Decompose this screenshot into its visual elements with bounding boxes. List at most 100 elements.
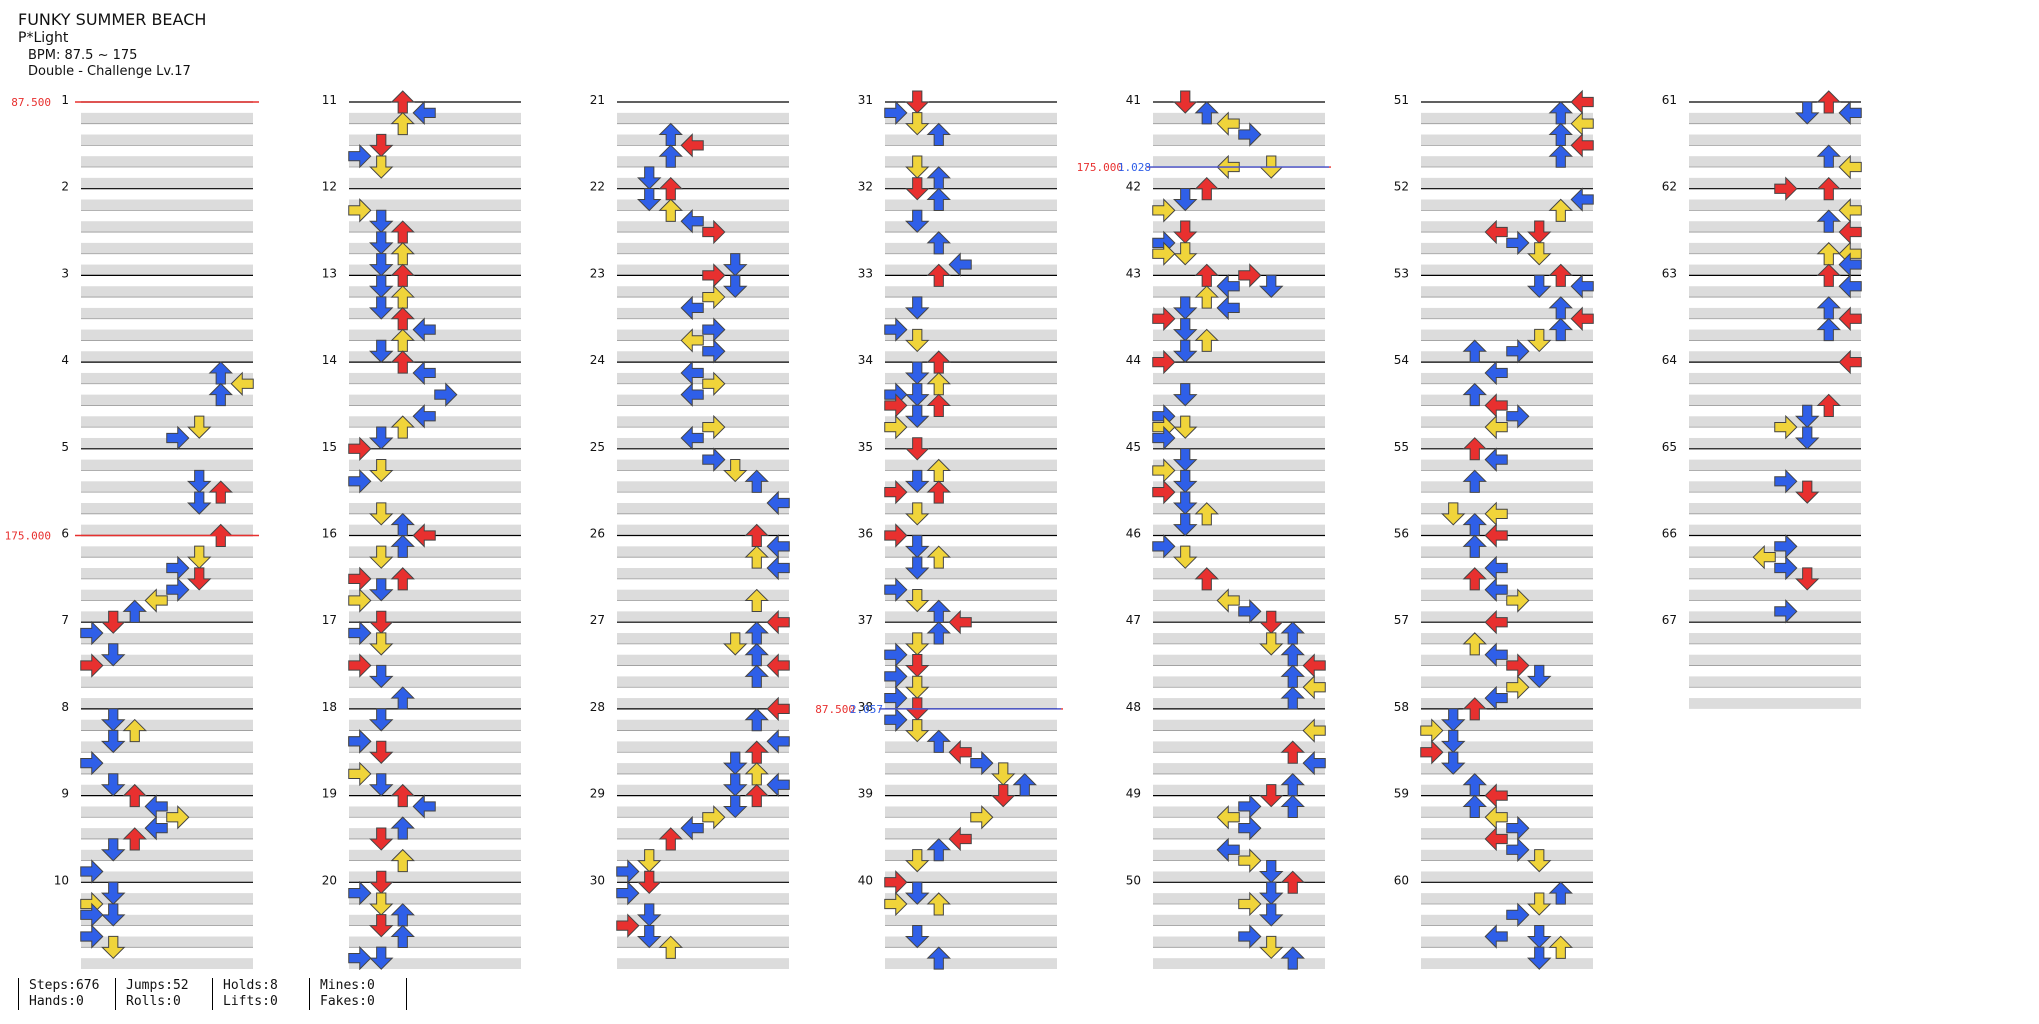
step-arrow: [1816, 144, 1841, 168]
step-arrow: [101, 881, 126, 905]
grid-band: [1153, 199, 1325, 211]
measure-number: 30: [590, 873, 605, 887]
step-arrow: [744, 469, 769, 493]
step-arrow: [1259, 274, 1284, 298]
grid-band: [1421, 871, 1593, 883]
song-title: FUNKY SUMMER BEACH: [18, 10, 207, 29]
step-arrow: [1302, 718, 1326, 743]
step-arrow: [369, 296, 394, 320]
measure-number: 31: [858, 93, 873, 107]
grid-band: [349, 719, 521, 731]
grid-band: [885, 568, 1057, 579]
step-arrow: [905, 534, 930, 559]
measure-number: 66: [1662, 527, 1677, 541]
stat-steps: Steps:676: [29, 978, 100, 993]
grid-band: [1689, 199, 1861, 211]
grid-band: [349, 524, 521, 536]
step-arrow: [1462, 382, 1487, 407]
step-arrow: [1774, 469, 1798, 494]
measure-number: 53: [1394, 266, 1409, 280]
step-arrow: [1816, 393, 1841, 417]
step-arrow: [702, 371, 726, 396]
grid-band: [1421, 828, 1593, 839]
step-arrow: [926, 480, 951, 504]
grid-band: [81, 307, 253, 319]
step-arrow: [905, 881, 930, 905]
grid-band: [1689, 524, 1861, 536]
step-arrow: [369, 610, 394, 634]
grid-band: [81, 372, 253, 384]
grid-band: [1153, 893, 1325, 904]
step-arrow: [1259, 935, 1284, 960]
step-arrow: [1173, 318, 1198, 342]
grid-band: [349, 372, 521, 384]
step-arrow: [1484, 609, 1508, 635]
grid-band: [885, 264, 1057, 276]
grid-band: [81, 481, 253, 493]
step-arrow: [1462, 794, 1487, 818]
measure-number: 25: [590, 440, 605, 454]
step-arrow: [348, 945, 372, 970]
grid-band: [1421, 156, 1593, 168]
stat-block-mines: Mines:0 Fakes:0: [309, 978, 407, 1010]
grid-band: [1689, 589, 1861, 601]
grid-band: [617, 112, 789, 124]
grid-band: [1421, 958, 1593, 969]
step-arrow: [1280, 870, 1305, 894]
grid-band: [885, 589, 1057, 601]
grid-band: [1421, 351, 1593, 363]
grid-band: [885, 242, 1057, 254]
grid-band: [617, 849, 789, 861]
song-difficulty: Double - Challenge Lv.17: [28, 63, 191, 79]
step-arrow: [1506, 902, 1530, 928]
step-arrow: [744, 664, 769, 688]
step-arrow: [1506, 588, 1530, 613]
grid-band: [1421, 893, 1593, 904]
grid-band: [81, 589, 253, 601]
step-arrow: [884, 479, 908, 505]
step-arrow: [1173, 339, 1198, 363]
measure-number: 64: [1662, 353, 1677, 367]
grid-band: [885, 849, 1057, 861]
step-arrow: [723, 253, 748, 277]
grid-band: [81, 351, 253, 363]
measure-number: 61: [1662, 93, 1677, 107]
measure-number: 65: [1662, 440, 1677, 454]
step-arrow: [348, 198, 372, 223]
measure-number: 8: [61, 700, 69, 714]
step-arrow: [1795, 567, 1820, 591]
grid-band: [885, 524, 1057, 536]
step-arrow: [101, 610, 126, 634]
step-arrow: [1838, 219, 1862, 245]
grid-band: [81, 112, 253, 124]
grid-band: [349, 307, 521, 319]
step-arrow: [1302, 653, 1326, 678]
measure-number: 28: [590, 700, 605, 714]
step-arrow: [1570, 89, 1594, 115]
step-arrow: [1752, 544, 1776, 570]
step-arrow: [680, 328, 704, 353]
step-arrow: [1152, 349, 1176, 375]
measure-number: 29: [590, 787, 605, 801]
step-arrow: [637, 924, 662, 949]
grid-band: [1153, 719, 1325, 731]
step-arrow: [348, 761, 372, 787]
step-arrow: [766, 696, 790, 722]
step-arrow: [680, 360, 704, 386]
grid-band: [1421, 676, 1593, 688]
step-arrow: [348, 880, 372, 906]
step-arrow: [1173, 469, 1198, 494]
grid-band: [81, 958, 253, 969]
step-arrow: [412, 523, 436, 548]
grid-band: [885, 936, 1057, 948]
step-arrow: [766, 729, 790, 754]
grid-band: [1689, 394, 1861, 406]
step-arrow: [702, 219, 726, 245]
grid-band: [1153, 416, 1325, 428]
step-arrow: [1462, 697, 1487, 721]
step-arrow: [1506, 653, 1530, 678]
grid-band: [1153, 546, 1325, 558]
measure-number: 60: [1394, 873, 1409, 887]
grid-band: [1153, 221, 1325, 233]
step-arrow: [926, 231, 951, 255]
